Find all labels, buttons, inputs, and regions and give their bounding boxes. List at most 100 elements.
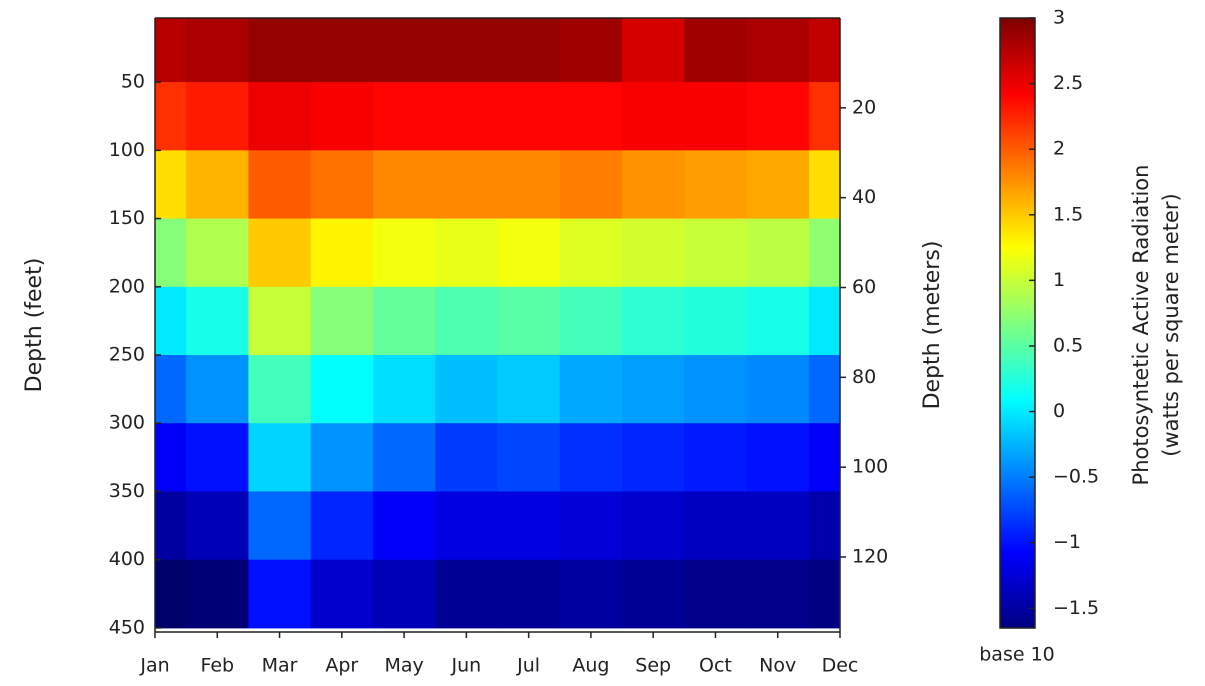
- colorbar-band: [1000, 390, 1035, 394]
- colorbar-band: [1000, 621, 1035, 626]
- contour-cell: [808, 491, 840, 561]
- colorbar-band: [1000, 268, 1035, 272]
- colorbar-band: [1000, 487, 1035, 492]
- colorbar-band: [1000, 615, 1035, 620]
- contour-cell: [497, 82, 561, 151]
- colorbar-band: [1000, 539, 1035, 544]
- contour-cell: [372, 150, 436, 220]
- colorbar-band: [1000, 27, 1035, 31]
- colorbar-band: [1000, 609, 1035, 614]
- colorbar-band: [1000, 63, 1035, 68]
- contour-cell: [497, 491, 561, 561]
- colorbar-band: [1000, 347, 1035, 351]
- colorbar-band: [1000, 173, 1035, 178]
- contour-cell: [310, 150, 374, 220]
- colorbar-band: [1000, 167, 1035, 171]
- contour-cell: [155, 559, 187, 629]
- colorbar-band: [1000, 246, 1035, 251]
- colorbar-band: [1000, 72, 1035, 77]
- colorbar-band: [1000, 109, 1035, 114]
- colorbar-band: [1000, 502, 1035, 507]
- contour-cell: [155, 150, 187, 220]
- colorbar-band: [1000, 18, 1035, 22]
- colorbar-tick-label: 3: [1053, 7, 1065, 29]
- contour-cell: [435, 286, 498, 356]
- contour-cell: [155, 491, 187, 561]
- contour-cell: [808, 82, 840, 151]
- colorbar-band: [1000, 380, 1035, 385]
- colorbar-band: [1000, 368, 1035, 373]
- contour-cell: [435, 82, 498, 151]
- contour-cell: [372, 82, 436, 151]
- contour-cell: [746, 355, 810, 424]
- colorbar-band: [1000, 518, 1035, 522]
- colorbar-band: [1000, 472, 1035, 476]
- contour-cell: [684, 218, 748, 288]
- colorbar-band: [1000, 185, 1035, 190]
- colorbar-band: [1000, 499, 1035, 504]
- colorbar-band: [1000, 228, 1035, 232]
- colorbar-band: [1000, 316, 1035, 321]
- colorbar-band: [1000, 582, 1035, 586]
- colorbar-band: [1000, 466, 1035, 470]
- colorbar-band: [1000, 152, 1035, 156]
- colorbar-band: [1000, 408, 1035, 412]
- colorbar-band: [1000, 237, 1035, 242]
- contour-cell: [435, 218, 498, 288]
- contour-cell: [497, 150, 561, 220]
- colorbar-band: [1000, 201, 1035, 205]
- colorbar-band: [1000, 146, 1035, 150]
- contour-cell: [559, 491, 623, 561]
- colorbar-tick-label: 0.5: [1053, 334, 1083, 356]
- colorbar-band: [1000, 310, 1035, 315]
- colorbar-band: [1000, 319, 1035, 324]
- colorbar-band: [1000, 33, 1035, 37]
- y2-tick-label: 40: [852, 186, 876, 208]
- colorbar-band: [1000, 371, 1035, 376]
- contour-cell: [186, 286, 249, 356]
- contour-field: [155, 18, 840, 629]
- colorbar-band: [1000, 182, 1035, 187]
- colorbar-band: [1000, 143, 1035, 147]
- colorbar-band: [1000, 542, 1035, 547]
- colorbar-band: [1000, 576, 1035, 580]
- contour-cell: [684, 18, 748, 83]
- contour-cell: [310, 18, 374, 83]
- colorbar-band: [1000, 585, 1035, 589]
- colorbar-band: [1000, 97, 1035, 101]
- colorbar-band: [1000, 161, 1035, 165]
- colorbar-band: [1000, 441, 1035, 446]
- colorbar-band: [1000, 448, 1035, 452]
- colorbar-tick-label: −1: [1053, 531, 1081, 553]
- colorbar-band: [1000, 536, 1035, 541]
- colorbar-band: [1000, 597, 1035, 602]
- colorbar-band: [1000, 588, 1035, 592]
- colorbar-band: [1000, 533, 1035, 537]
- y-tick-label: 400: [109, 548, 145, 570]
- colorbar-band: [1000, 82, 1035, 86]
- colorbar-band: [1000, 624, 1035, 629]
- colorbar-band: [1000, 243, 1035, 248]
- colorbar-band: [1000, 155, 1035, 159]
- colorbar-band: [1000, 402, 1035, 406]
- y-tick-label: 350: [109, 480, 145, 502]
- colorbar-band: [1000, 216, 1035, 220]
- colorbar-band: [1000, 313, 1035, 318]
- contour-cell: [497, 18, 561, 83]
- colorbar-band: [1000, 478, 1035, 483]
- colorbar-band: [1000, 515, 1035, 519]
- colorbar-band: [1000, 484, 1035, 489]
- contour-cell: [186, 18, 249, 83]
- colorbar-band: [1000, 112, 1035, 117]
- colorbar-band: [1000, 411, 1035, 415]
- colorbar-band: [1000, 271, 1035, 275]
- colorbar-band: [1000, 249, 1035, 254]
- colorbar-band: [1000, 234, 1035, 239]
- colorbar-band: [1000, 280, 1035, 284]
- colorbar-band: [1000, 304, 1035, 309]
- contour-cell: [248, 218, 312, 288]
- colorbar-band: [1000, 563, 1035, 568]
- colorbar-band: [1000, 353, 1035, 358]
- contour-cell: [497, 218, 561, 288]
- x-tick-label: Mar: [262, 655, 298, 677]
